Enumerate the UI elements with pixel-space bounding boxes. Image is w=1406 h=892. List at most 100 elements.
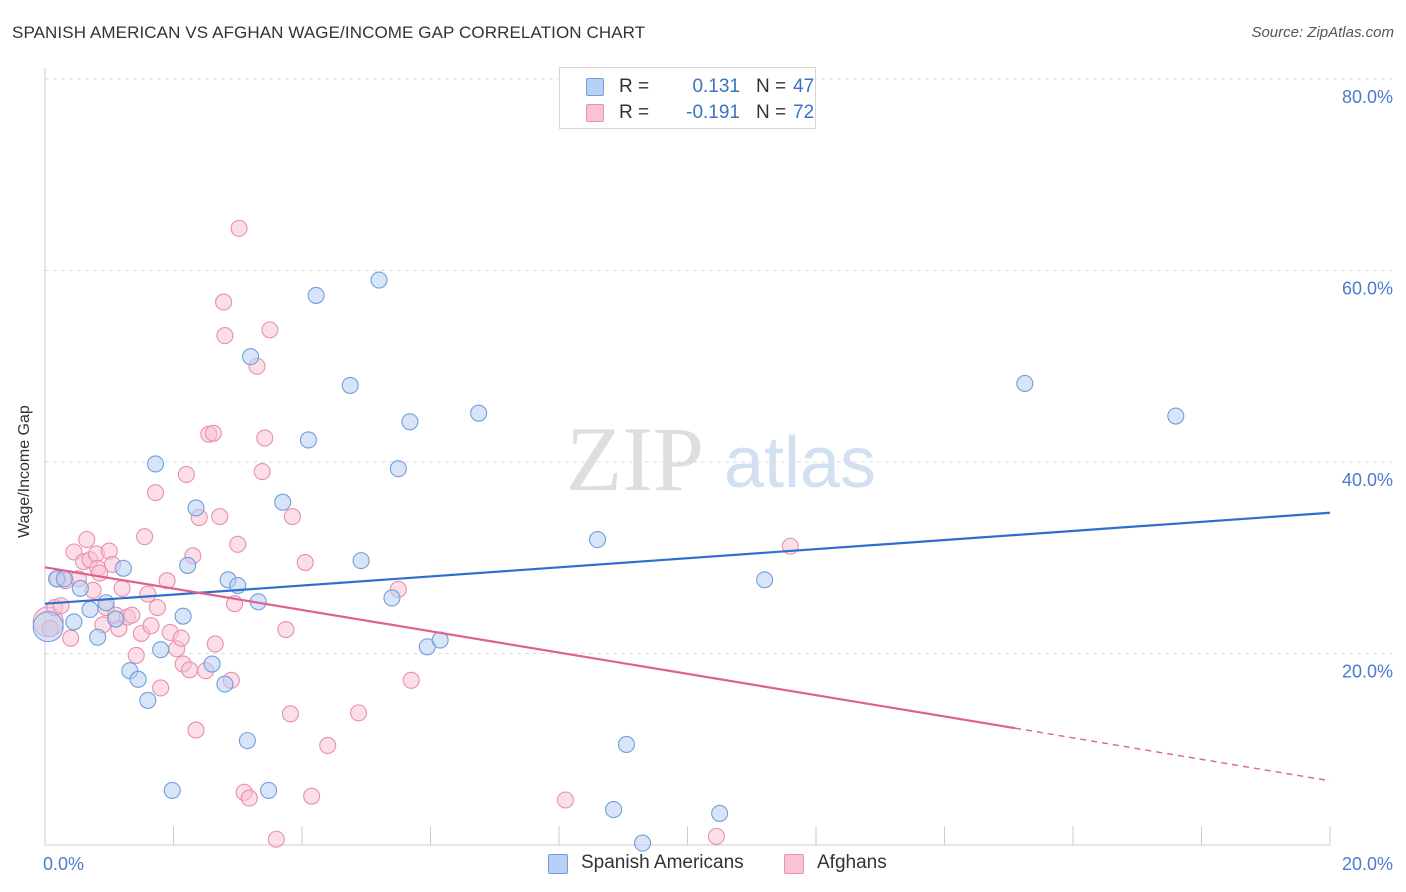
data-point [556,791,574,809]
data-point [230,219,248,237]
data-point [260,781,278,799]
legend-label: Spanish Americans [581,852,744,873]
legend-swatch-blue [548,854,568,874]
data-point [32,611,64,643]
data-point [216,327,234,345]
data-point [174,607,192,625]
y-tick-label: 60.0% [1342,279,1393,299]
data-point [55,570,73,588]
legend-swatch-pink [784,854,804,874]
watermark: ZIP atlas [566,408,876,510]
trend-lines [44,511,1331,782]
data-point [89,628,107,646]
series-legend: Spanish Americans Afghans [0,852,1406,878]
data-point [261,321,279,339]
data-point [203,655,221,673]
axes [44,68,1331,846]
watermark-atlas: atlas [724,423,876,503]
data-point [215,293,233,311]
data-point [277,621,295,639]
legend-swatch-blue [586,78,604,96]
data-point [52,597,70,615]
watermark-zip: ZIP [566,408,704,510]
data-point [152,679,170,697]
data-point [78,531,96,549]
data-point [211,508,229,526]
legend-n-value: 47 [793,76,815,97]
legend-r-label: R = [619,102,650,123]
data-point [107,610,125,628]
y-tick-label: 20.0% [1342,662,1393,682]
data-point [229,535,247,553]
data-point [136,528,154,546]
data-point [299,431,317,449]
data-point [756,571,774,589]
chart-title: SPANISH AMERICAN VS AFGHAN WAGE/INCOME G… [12,23,646,42]
chart-source: Source: ZipAtlas.com [1251,24,1394,41]
legend-n-label: N = [756,76,787,97]
data-point [1016,374,1034,393]
data-point [242,348,260,366]
data-point [281,705,299,723]
data-point [177,465,195,483]
data-point [127,646,145,664]
data-point [97,594,115,612]
data-point [206,635,224,653]
data-point [274,493,292,511]
tick-labels: 20.0% 40.0% 60.0% 80.0% 0.0% 20.0% [43,87,1393,874]
data-point [139,585,157,603]
data-point [349,704,368,722]
data-point [158,572,176,590]
data-point [181,661,199,679]
legend-r-value: 0.131 [692,76,740,97]
correlation-legend: R = 0.131 N = 47 R = -0.191 N = 72 [559,67,816,129]
data-point [129,670,147,688]
legend-r-value: -0.191 [686,102,740,123]
data-point [62,629,80,647]
data-point [267,830,285,848]
data-point [139,691,157,709]
data-point [187,721,205,739]
x-tick-label: 0.0% [43,854,84,874]
data-point [370,271,388,289]
data-point [163,781,181,799]
data-point [341,376,359,394]
data-point [142,617,160,635]
data-point [588,531,607,549]
data-point [216,675,234,693]
x-tick-label: 20.0% [1342,854,1393,874]
y-tick-label: 80.0% [1342,87,1393,107]
grid-lines [45,78,1392,654]
data-point [114,559,132,577]
data-point [256,429,274,447]
data-point [605,801,623,819]
data-point [707,827,725,845]
trend-line-spanish-americans [44,511,1331,605]
data-point [253,463,271,481]
data-point [283,508,301,526]
data-point [152,641,170,659]
data-point [204,424,222,442]
legend-swatch-pink [586,104,604,122]
y-tick-label: 40.0% [1342,470,1393,490]
legend-n-value: 72 [793,102,815,123]
data-point [81,600,99,619]
data-point [146,484,165,502]
data-points [32,219,1185,852]
data-point [65,613,83,631]
data-point [307,286,325,304]
data-point [401,413,419,431]
data-point [296,553,314,572]
data-point [113,579,131,597]
data-point [633,834,652,852]
legend-r-label: R = [619,76,650,97]
data-point [352,552,370,570]
data-point [179,556,197,574]
data-point [389,460,407,478]
data-point [402,671,420,689]
data-point [172,629,190,647]
data-point [187,499,205,517]
data-point [238,732,256,750]
legend-label: Afghans [817,852,887,873]
